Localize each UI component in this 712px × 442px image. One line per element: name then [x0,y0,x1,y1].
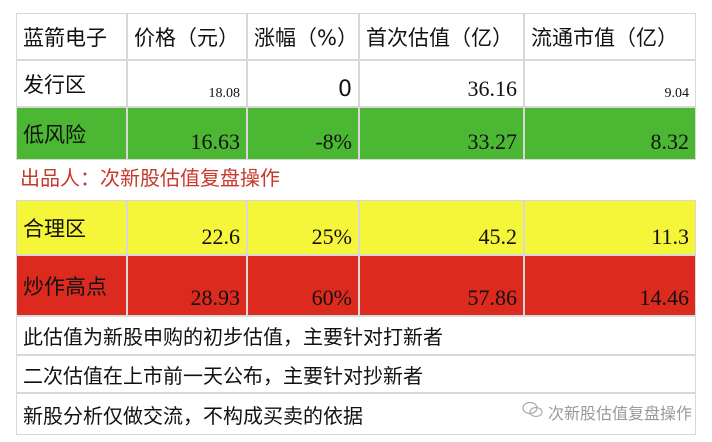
hype-high-float-cap: 14.46 [524,255,696,316]
header-stock-name: 蓝箭电子 [16,13,127,60]
reasonable-change: 25% [247,200,359,255]
low-risk-valuation: 33.27 [359,107,524,160]
header-price: 价格（元） [127,13,247,60]
note-row: 二次估值在上市前一天公布，主要针对抄新者 [16,355,696,393]
row-label-reasonable: 合理区 [16,200,127,255]
watermark: 次新股估值复盘操作 [522,400,692,424]
low-risk-float-cap: 8.32 [524,107,696,160]
row-label-low-risk: 低风险 [16,107,127,160]
note-row: 此估值为新股申购的初步估值，主要针对打新者 [16,316,696,355]
note-row: 新股分析仅做交流，不构成买卖的依据 [16,393,696,435]
hype-high-valuation: 57.86 [359,255,524,316]
credit-text: 出品人：次新股估值复盘操作 [20,166,280,190]
row-label-hype-high: 炒作高点 [16,255,127,316]
low-risk-price: 16.63 [127,107,247,160]
issue-change: 0 [247,60,359,107]
wechat-icon [522,401,544,423]
watermark-text: 次新股估值复盘操作 [547,404,692,423]
reasonable-price: 22.6 [127,200,247,255]
hype-high-price: 28.93 [127,255,247,316]
header-valuation: 首次估值（亿） [359,13,524,60]
reasonable-valuation: 45.2 [359,200,524,255]
issue-float-cap: 9.04 [524,60,696,107]
header-change: 涨幅（%） [247,13,359,60]
row-label-issue: 发行区 [16,60,127,107]
reasonable-float-cap: 11.3 [524,200,696,255]
header-float-cap: 流通市值（亿） [524,13,696,60]
issue-price: 18.08 [127,60,247,107]
issue-valuation: 36.16 [359,60,524,107]
low-risk-change: -8% [247,107,359,160]
hype-high-change: 60% [247,255,359,316]
